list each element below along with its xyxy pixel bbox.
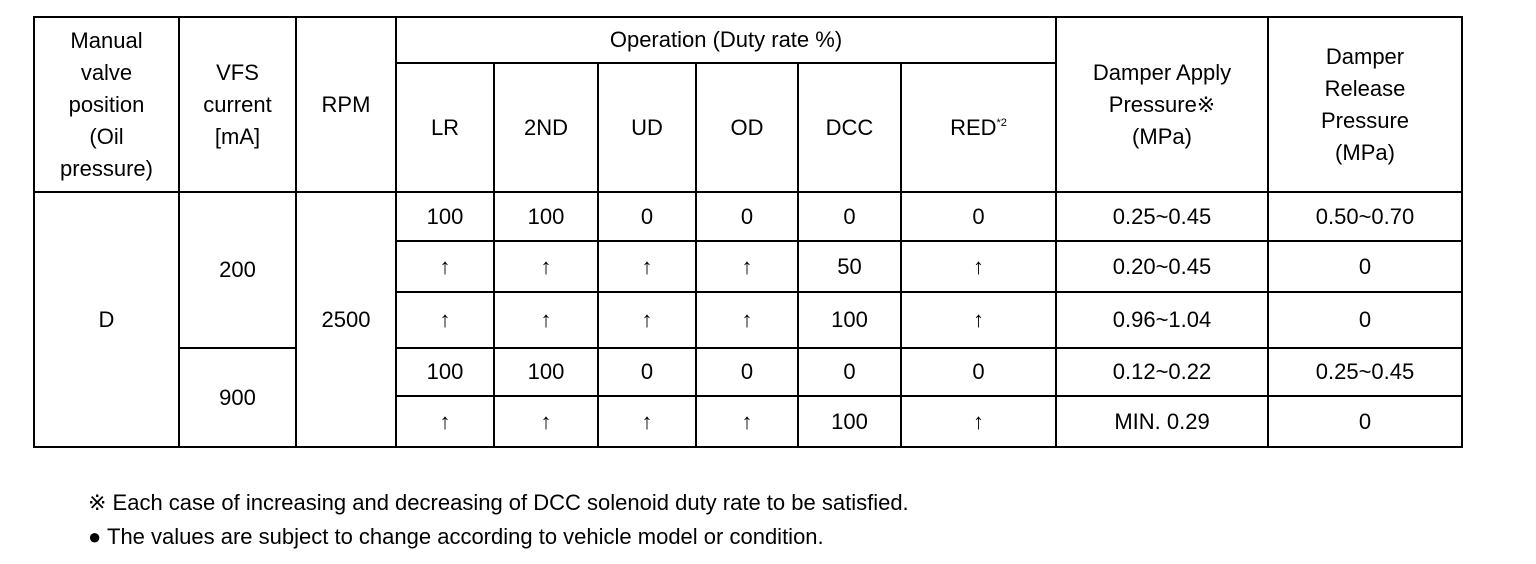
cell: 0.96~1.04 [1055,291,1269,349]
header-cell: 2ND [493,62,599,193]
header-cell: VFS current [mA] [178,16,297,193]
cell: 0.25~0.45 [1055,191,1269,242]
cell: 0 [900,191,1057,242]
cell: ↑ [395,291,495,349]
header-line: pressure) [60,155,153,181]
cell: 100 [395,347,495,397]
header-cell: Damper Apply Pressure※ (MPa) [1055,16,1269,193]
cell: 0 [695,191,799,242]
cell: 100 [395,191,495,242]
cell: ↑ [900,395,1057,448]
header-cell: Damper Release Pressure (MPa) [1267,16,1463,193]
footnote-ref: *2 [996,116,1007,129]
cell: 0 [597,347,697,397]
notes: ※ Each case of increasing and decreasing… [88,486,909,554]
cell: ↑ [395,240,495,293]
note: ● The values are subject to change accor… [88,524,824,549]
header-line: [mA] [214,123,261,149]
cell: 0 [1267,240,1463,293]
cell: ↑ [695,395,799,448]
cell: ↑ [493,395,599,448]
cell: 100 [797,395,902,448]
header-line: Pressure※ [1108,91,1216,117]
cell: 100 [493,191,599,242]
cell: 0 [695,347,799,397]
cell: ↑ [900,291,1057,349]
cell: ↑ [900,240,1057,293]
header-row: Manual valve position (Oil pressure) VFS curre… [33,16,1463,193]
cell: 0.20~0.45 [1055,240,1269,293]
cell: ↑ [695,240,799,293]
header-cell: Manual valve position (Oil pressure) [33,16,180,193]
header-line: position [68,91,145,117]
header-line: Damper Apply [1092,59,1232,85]
header-line: Manual [70,27,143,53]
cell: ↑ [395,395,495,448]
cell: ↑ [695,291,799,349]
data-row: ↑ ↑ ↑ ↑ 50 ↑ 0.20~0.45 0 [34,240,1463,293]
cell: 0 [797,191,902,242]
header-line: current [203,91,272,117]
spec-table: Manual valve position (Oil pressure) VFS curre… [33,16,1463,448]
header-cell: UD [597,62,697,193]
cell: 0 [597,191,697,242]
cell: 0.50~0.70 [1267,191,1463,242]
header-cell: Operation (Duty rate %) [395,16,1057,64]
cell: D [33,191,180,448]
data-row: 900 100 100 0 0 0 0 0.12~0.22 0.25~0.45 [34,347,1463,448]
cell: 2500 [295,191,397,448]
header-line: valve [80,59,133,85]
header-cell: RPM [295,16,397,193]
cell: ↑ [597,240,697,293]
cell: 0.12~0.22 [1055,347,1269,397]
header-cell: DCC [797,62,902,193]
cell: 100 [797,291,902,349]
header-cell: RED*2 [900,62,1057,193]
cell: 100 [493,347,599,397]
cell: 0 [797,347,902,397]
note: ※ Each case of increasing and decreasing… [88,490,909,515]
header-line: Damper [1325,43,1405,69]
data-row: D 200 2500 100 100 0 0 0 0 0.25~0.45 0.50~0.70 [33,191,1463,448]
data-row: ↑ ↑ ↑ ↑ 100 ↑ MIN. 0.29 0 [34,395,1463,448]
cell: 0 [1267,395,1463,448]
header-cell: LR [395,62,495,193]
header-cell: OD [695,62,799,193]
cell: ↑ [493,240,599,293]
cell: 0 [900,347,1057,397]
cell: ↑ [597,395,697,448]
header-line: (MPa) [1132,123,1192,149]
cell: 50 [797,240,902,293]
cell: MIN. 0.29 [1055,395,1269,448]
cell: 0 [1267,291,1463,349]
header-line: (Oil [89,123,124,149]
header-line: Release [1324,75,1406,101]
header-line: (MPa) [1335,139,1395,165]
cell: ↑ [597,291,697,349]
cell: 200 [178,191,297,349]
cell: 900 [178,347,297,448]
cell: ↑ [493,291,599,349]
header-line: Pressure [1320,107,1410,133]
data-row: ↑ ↑ ↑ ↑ 100 ↑ 0.96~1.04 0 [34,291,1463,349]
header-row: LR 2ND UD OD DCC RED*2 [34,62,1462,193]
cell: 0.25~0.45 [1267,347,1463,397]
header-line: VFS [216,59,259,85]
